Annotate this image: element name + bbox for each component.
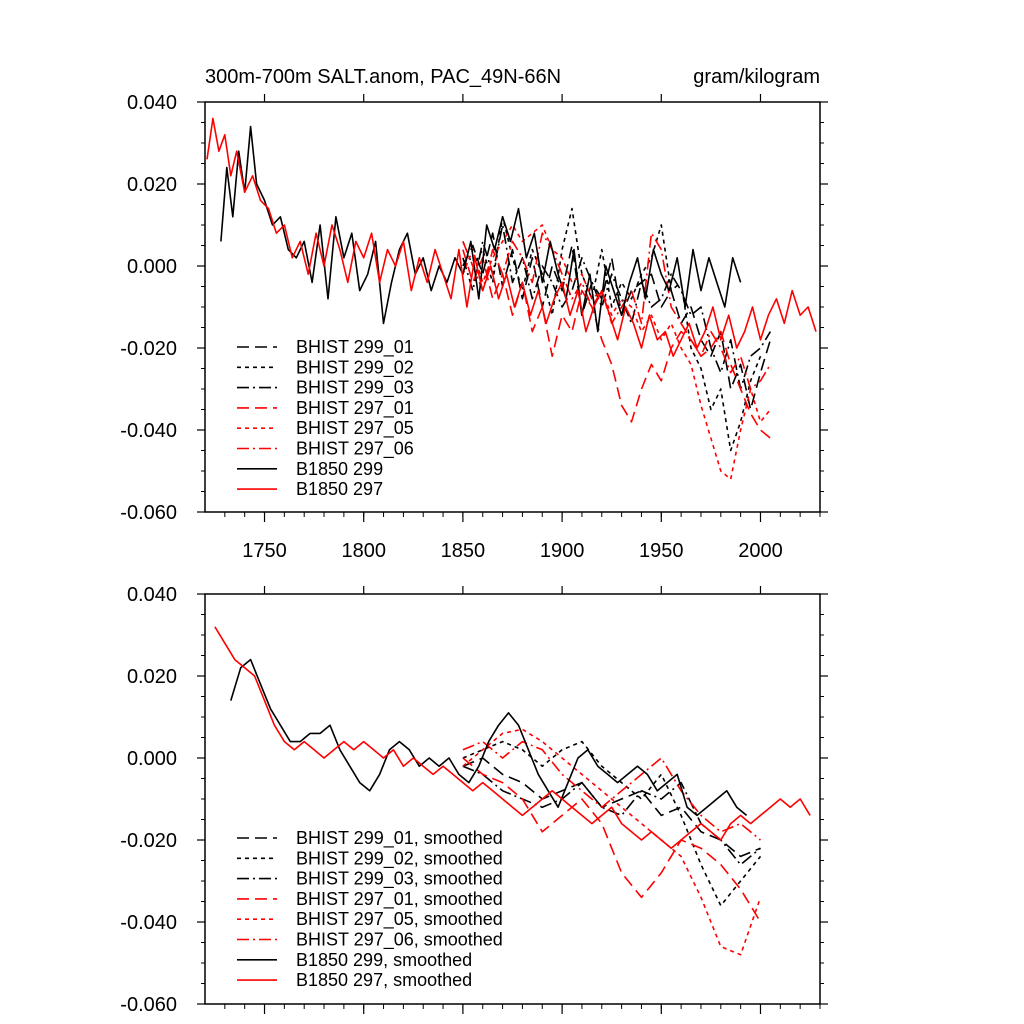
legend-label: B1850 299, smoothed [296,950,472,970]
legend-label: BHIST 297_05 [296,418,414,439]
series-line-bhist-297-05-smoothed [462,728,762,956]
series-line-b1850-299-smoothed [230,658,748,817]
top-axis-ticks: 0.040 0.020 0.000 -0.020 -0.040 -0.060 1750 180… [120,92,828,562]
series-line-bhist-299-03 [462,224,772,390]
series-line-bhist-297-01 [462,249,771,439]
legend-label: BHIST 299_01, smoothed [296,828,503,849]
y-tick-label: -0.020 [120,338,177,360]
legend-label: BHIST 299_02, smoothed [296,848,503,869]
bottom-chart-panel: 0.040 0.020 0.000 -0.020 -0.040 -0.060 BHIST … [120,584,828,1016]
x-tick-label: 2000 [738,540,783,562]
y-tick-label: -0.060 [120,502,177,524]
y-tick-label: 0.020 [127,174,177,196]
series-line-bhist-297-06-smoothed [462,740,762,841]
top-chart-title: 300m-700m SALT.anom, PAC_49N-66N [205,66,561,88]
legend-label: BHIST 297_06, smoothed [296,930,503,951]
legend-label: BHIST 299_02 [296,357,414,378]
legend-label: BHIST 299_03 [296,378,414,399]
legend-label: BHIST 297_05, smoothed [296,909,503,930]
series-line-bhist-299-02-smoothed [462,740,762,907]
top-series-group [206,117,817,481]
bottom-series-group [214,626,811,956]
series-line-bhist-299-03-smoothed [462,765,762,866]
top-chart-units: gram/kilogram [693,66,820,88]
y-tick-label: -0.020 [120,830,177,852]
x-tick-label: 1750 [242,540,287,562]
y-tick-label: -0.040 [120,420,177,442]
series-line-b1850-299 [220,125,742,333]
legend-label: B1850 297, smoothed [296,970,472,990]
y-tick-label: 0.020 [127,666,177,688]
bottom-axis-ticks: 0.040 0.020 0.000 -0.020 -0.040 -0.060 [120,584,828,1016]
legend-label: BHIST 297_01, smoothed [296,889,503,910]
legend-label: BHIST 297_01 [296,398,414,419]
y-tick-label: -0.040 [120,912,177,934]
top-chart-panel: 300m-700m SALT.anom, PAC_49N-66N gram/ki… [120,66,828,562]
legend-label: B1850 299 [296,459,383,479]
series-line-b1850-297 [206,117,817,358]
legend-label: B1850 297 [296,479,383,499]
x-tick-label: 1850 [441,540,486,562]
series-line-bhist-297-06 [462,232,772,390]
x-tick-label: 1950 [639,540,684,562]
series-line-bhist-299-02 [462,207,762,452]
y-tick-label: 0.000 [127,256,177,278]
y-tick-label: -0.060 [120,994,177,1016]
legend-label: BHIST 299_03, smoothed [296,869,503,890]
legend-label: BHIST 297_06 [296,439,414,460]
y-tick-label: 0.040 [127,584,177,606]
y-tick-label: 0.040 [127,92,177,114]
y-tick-label: 0.000 [127,748,177,770]
series-line-bhist-297-01-smoothed [462,757,762,923]
legend-label: BHIST 299_01 [296,337,414,358]
x-tick-label: 1900 [540,540,585,562]
series-line-b1850-297-smoothed [214,626,811,850]
series-line-bhist-299-01-smoothed [462,757,761,858]
x-tick-label: 1800 [341,540,386,562]
